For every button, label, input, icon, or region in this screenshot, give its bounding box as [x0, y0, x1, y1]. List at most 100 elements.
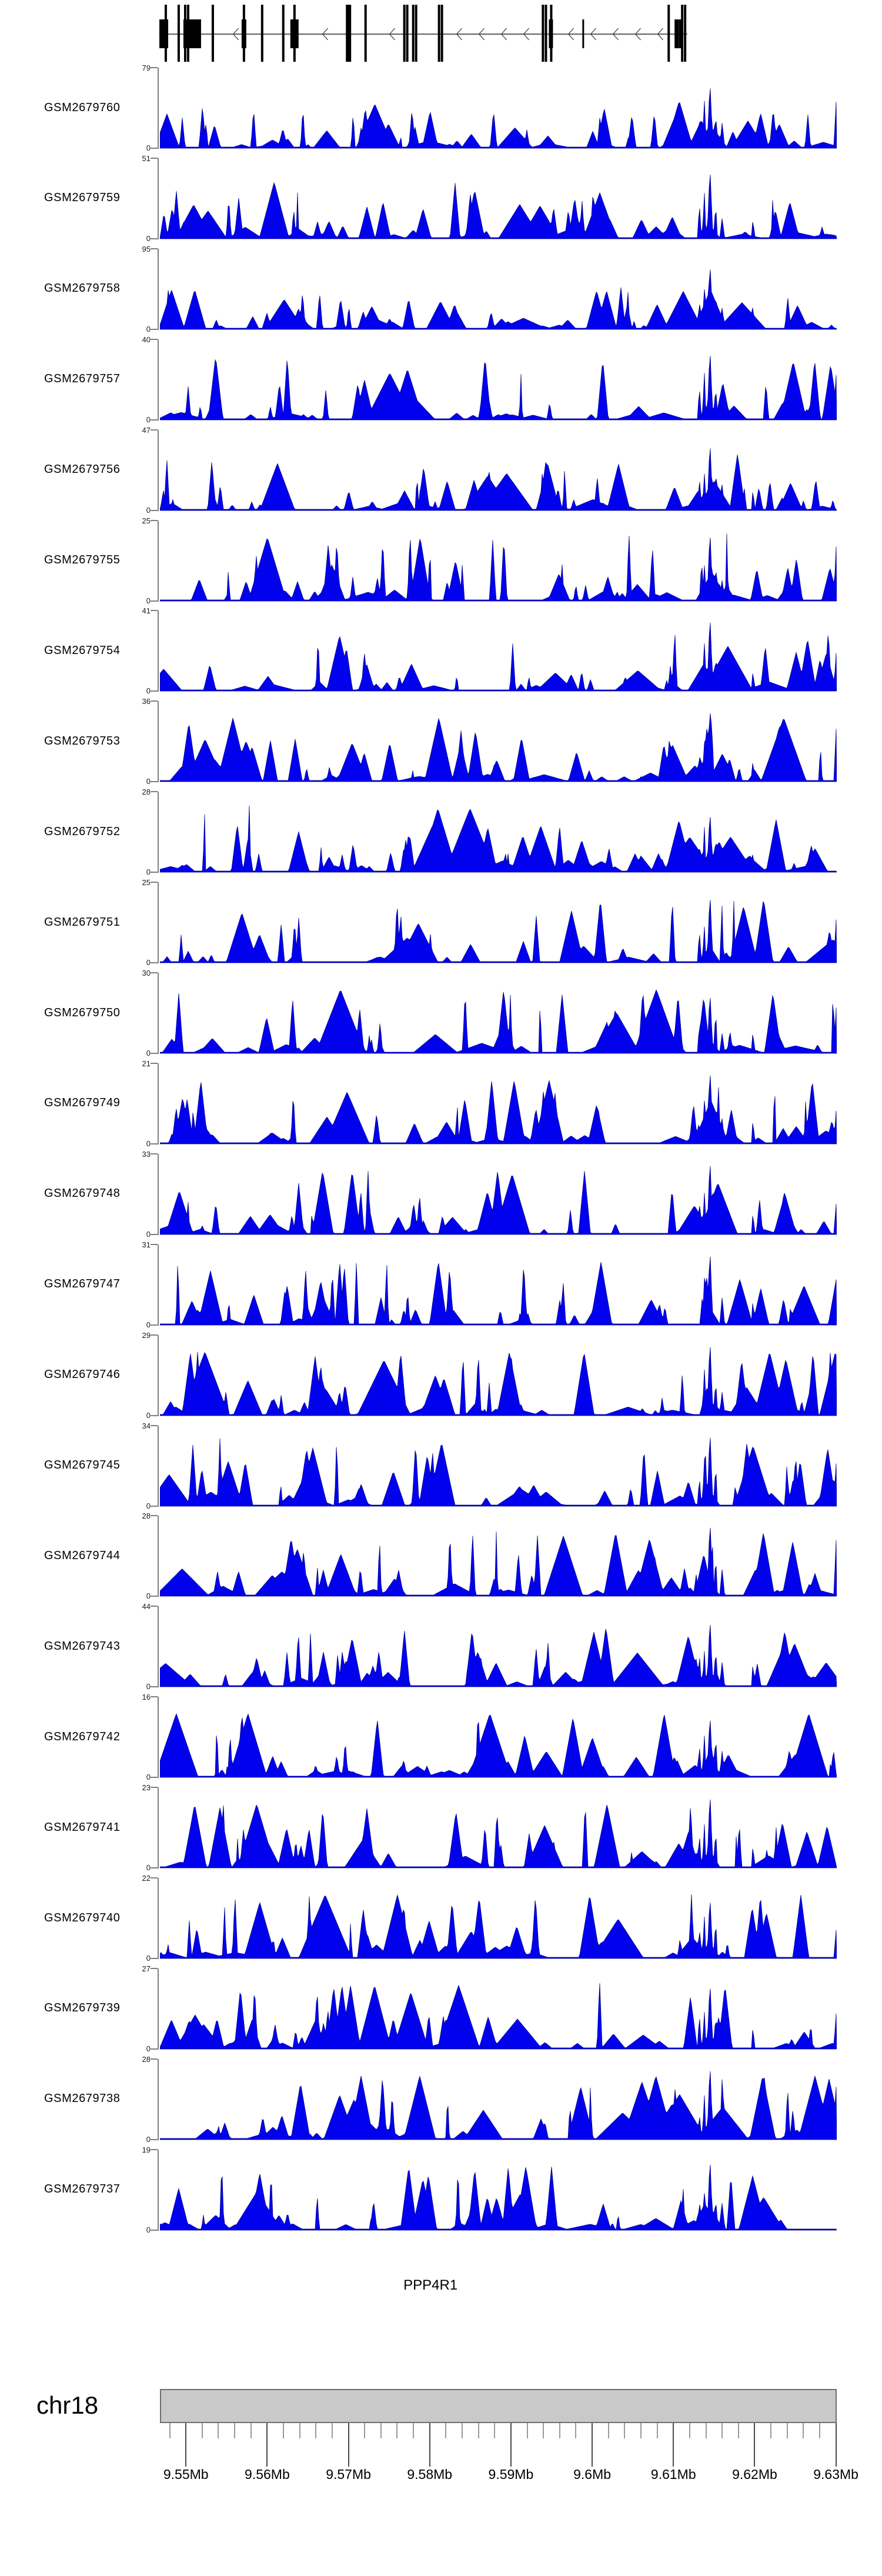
track-label: GSM2679759: [44, 191, 121, 205]
track-zero-label: 0: [146, 1773, 151, 1782]
track-label: GSM2679741: [44, 1820, 121, 1834]
track-area-plot: [160, 623, 837, 692]
track-axis-top-tick: [151, 1515, 158, 1517]
exon-tall: [415, 5, 417, 62]
track-axis-top-tick: [151, 1787, 158, 1788]
track-area-plot: [160, 1799, 837, 1868]
axis-minor-tick: [543, 2423, 544, 2438]
track-area-plot: [160, 269, 837, 330]
track-axis-line: [158, 520, 159, 602]
track-zero-label: 0: [146, 1139, 151, 1148]
strand-arrow-icon: [322, 28, 329, 41]
exon-tall: [177, 5, 180, 62]
track-area-plot: [160, 1528, 837, 1597]
track-zero-label: 0: [146, 144, 151, 152]
axis-minor-tick: [315, 2423, 317, 2438]
track-axis-bottom-tick: [151, 509, 158, 511]
track-axis-line: [158, 1425, 159, 1507]
track-axis-line: [158, 2058, 159, 2140]
track-ymax-label: 25: [142, 516, 151, 525]
track-axis-bottom-tick: [151, 1414, 158, 1416]
axis-tick-label: 9.59Mb: [488, 2467, 534, 2482]
track-axis-top-tick: [151, 1967, 158, 1969]
axis-minor-tick: [218, 2423, 219, 2438]
axis-major-tick: [510, 2423, 512, 2467]
track-label: GSM2679739: [44, 2001, 121, 2015]
track-area-plot: [160, 713, 837, 782]
track-ymax-label: 44: [142, 1602, 151, 1611]
track-axis-line: [158, 1787, 159, 1869]
track-label: GSM2679746: [44, 1368, 121, 1382]
axis-major-tick: [835, 2423, 837, 2467]
axis-minor-tick: [413, 2423, 415, 2438]
track-zero-label: 0: [146, 1410, 151, 1420]
track-zero-label: 0: [146, 505, 151, 515]
track-area-plot: [160, 989, 837, 1054]
track-zero-label: 0: [146, 2044, 151, 2053]
track-zero-label: 0: [146, 415, 151, 424]
track-label: GSM2679757: [44, 372, 121, 386]
track-axis-bottom-tick: [151, 238, 158, 239]
track-ymax-label: 28: [142, 788, 151, 797]
track-zero-label: 0: [146, 867, 151, 877]
track-axis-line: [158, 1968, 159, 2050]
track-area-plot: [160, 88, 837, 149]
exon-tall: [440, 5, 443, 62]
track-label: GSM2679742: [44, 1730, 121, 1743]
track-axis-line: [158, 2149, 159, 2231]
axis-minor-tick: [250, 2423, 252, 2438]
track-axis-top-tick: [151, 882, 158, 883]
exon-box: [582, 19, 584, 48]
track-axis-line: [158, 610, 159, 692]
track-axis-top-tick: [151, 429, 158, 431]
track-axis-line: [158, 339, 159, 421]
track-area-plot: [160, 1075, 837, 1144]
track-label: GSM2679751: [44, 915, 121, 929]
track-axis-top-tick: [151, 1334, 158, 1336]
track-ymax-label: 27: [142, 1964, 151, 1973]
exon-tall: [542, 5, 544, 62]
track-area-plot: [160, 2071, 837, 2140]
track-label: GSM2679753: [44, 734, 121, 748]
axis-tick-label: 9.63Mb: [813, 2467, 858, 2482]
track-axis-line: [158, 1153, 159, 1235]
track-axis-line: [158, 792, 159, 873]
track-axis-top-tick: [151, 972, 158, 973]
track-area-plot: [160, 1625, 837, 1687]
strand-arrow-icon: [567, 28, 574, 41]
track-label: GSM2679756: [44, 463, 121, 476]
axis-minor-tick: [721, 2423, 723, 2438]
exon-box: [183, 19, 201, 48]
track-area-plot: [160, 805, 837, 873]
track-axis-bottom-tick: [151, 1958, 158, 1959]
track-ymax-label: 41: [142, 606, 151, 616]
axis-minor-tick: [331, 2423, 333, 2438]
track-axis-bottom-tick: [151, 328, 158, 330]
track-axis-line: [158, 1606, 159, 1688]
exon-tall: [211, 5, 214, 62]
track-axis-line: [158, 429, 159, 511]
axis-minor-tick: [559, 2423, 560, 2438]
track-axis-top-tick: [151, 1877, 158, 1878]
axis-minor-tick: [607, 2423, 609, 2438]
track-axis-bottom-tick: [151, 2048, 158, 2050]
axis-minor-tick: [705, 2423, 707, 2438]
track-ymax-label: 31: [142, 1240, 151, 1249]
exon-tall: [403, 5, 406, 62]
track-area-plot: [160, 1256, 837, 1326]
chromosome-bar: [160, 2389, 837, 2423]
axis-tick-label: 9.57Mb: [326, 2467, 371, 2482]
exon-tall: [684, 5, 687, 62]
track-axis-bottom-tick: [151, 1505, 158, 1507]
track-zero-label: 0: [146, 2134, 151, 2144]
track-ymax-label: 28: [142, 2054, 151, 2064]
axis-minor-tick: [818, 2423, 820, 2438]
axis-tick-label: 9.62Mb: [732, 2467, 777, 2482]
strand-arrow-icon: [634, 28, 642, 41]
track-ymax-label: 29: [142, 1330, 151, 1340]
track-axis-bottom-tick: [151, 962, 158, 964]
axis-major-tick: [592, 2423, 593, 2467]
track-axis-top-tick: [151, 248, 158, 249]
track-axis-line: [158, 1878, 159, 1959]
strand-arrow-icon: [590, 28, 597, 41]
